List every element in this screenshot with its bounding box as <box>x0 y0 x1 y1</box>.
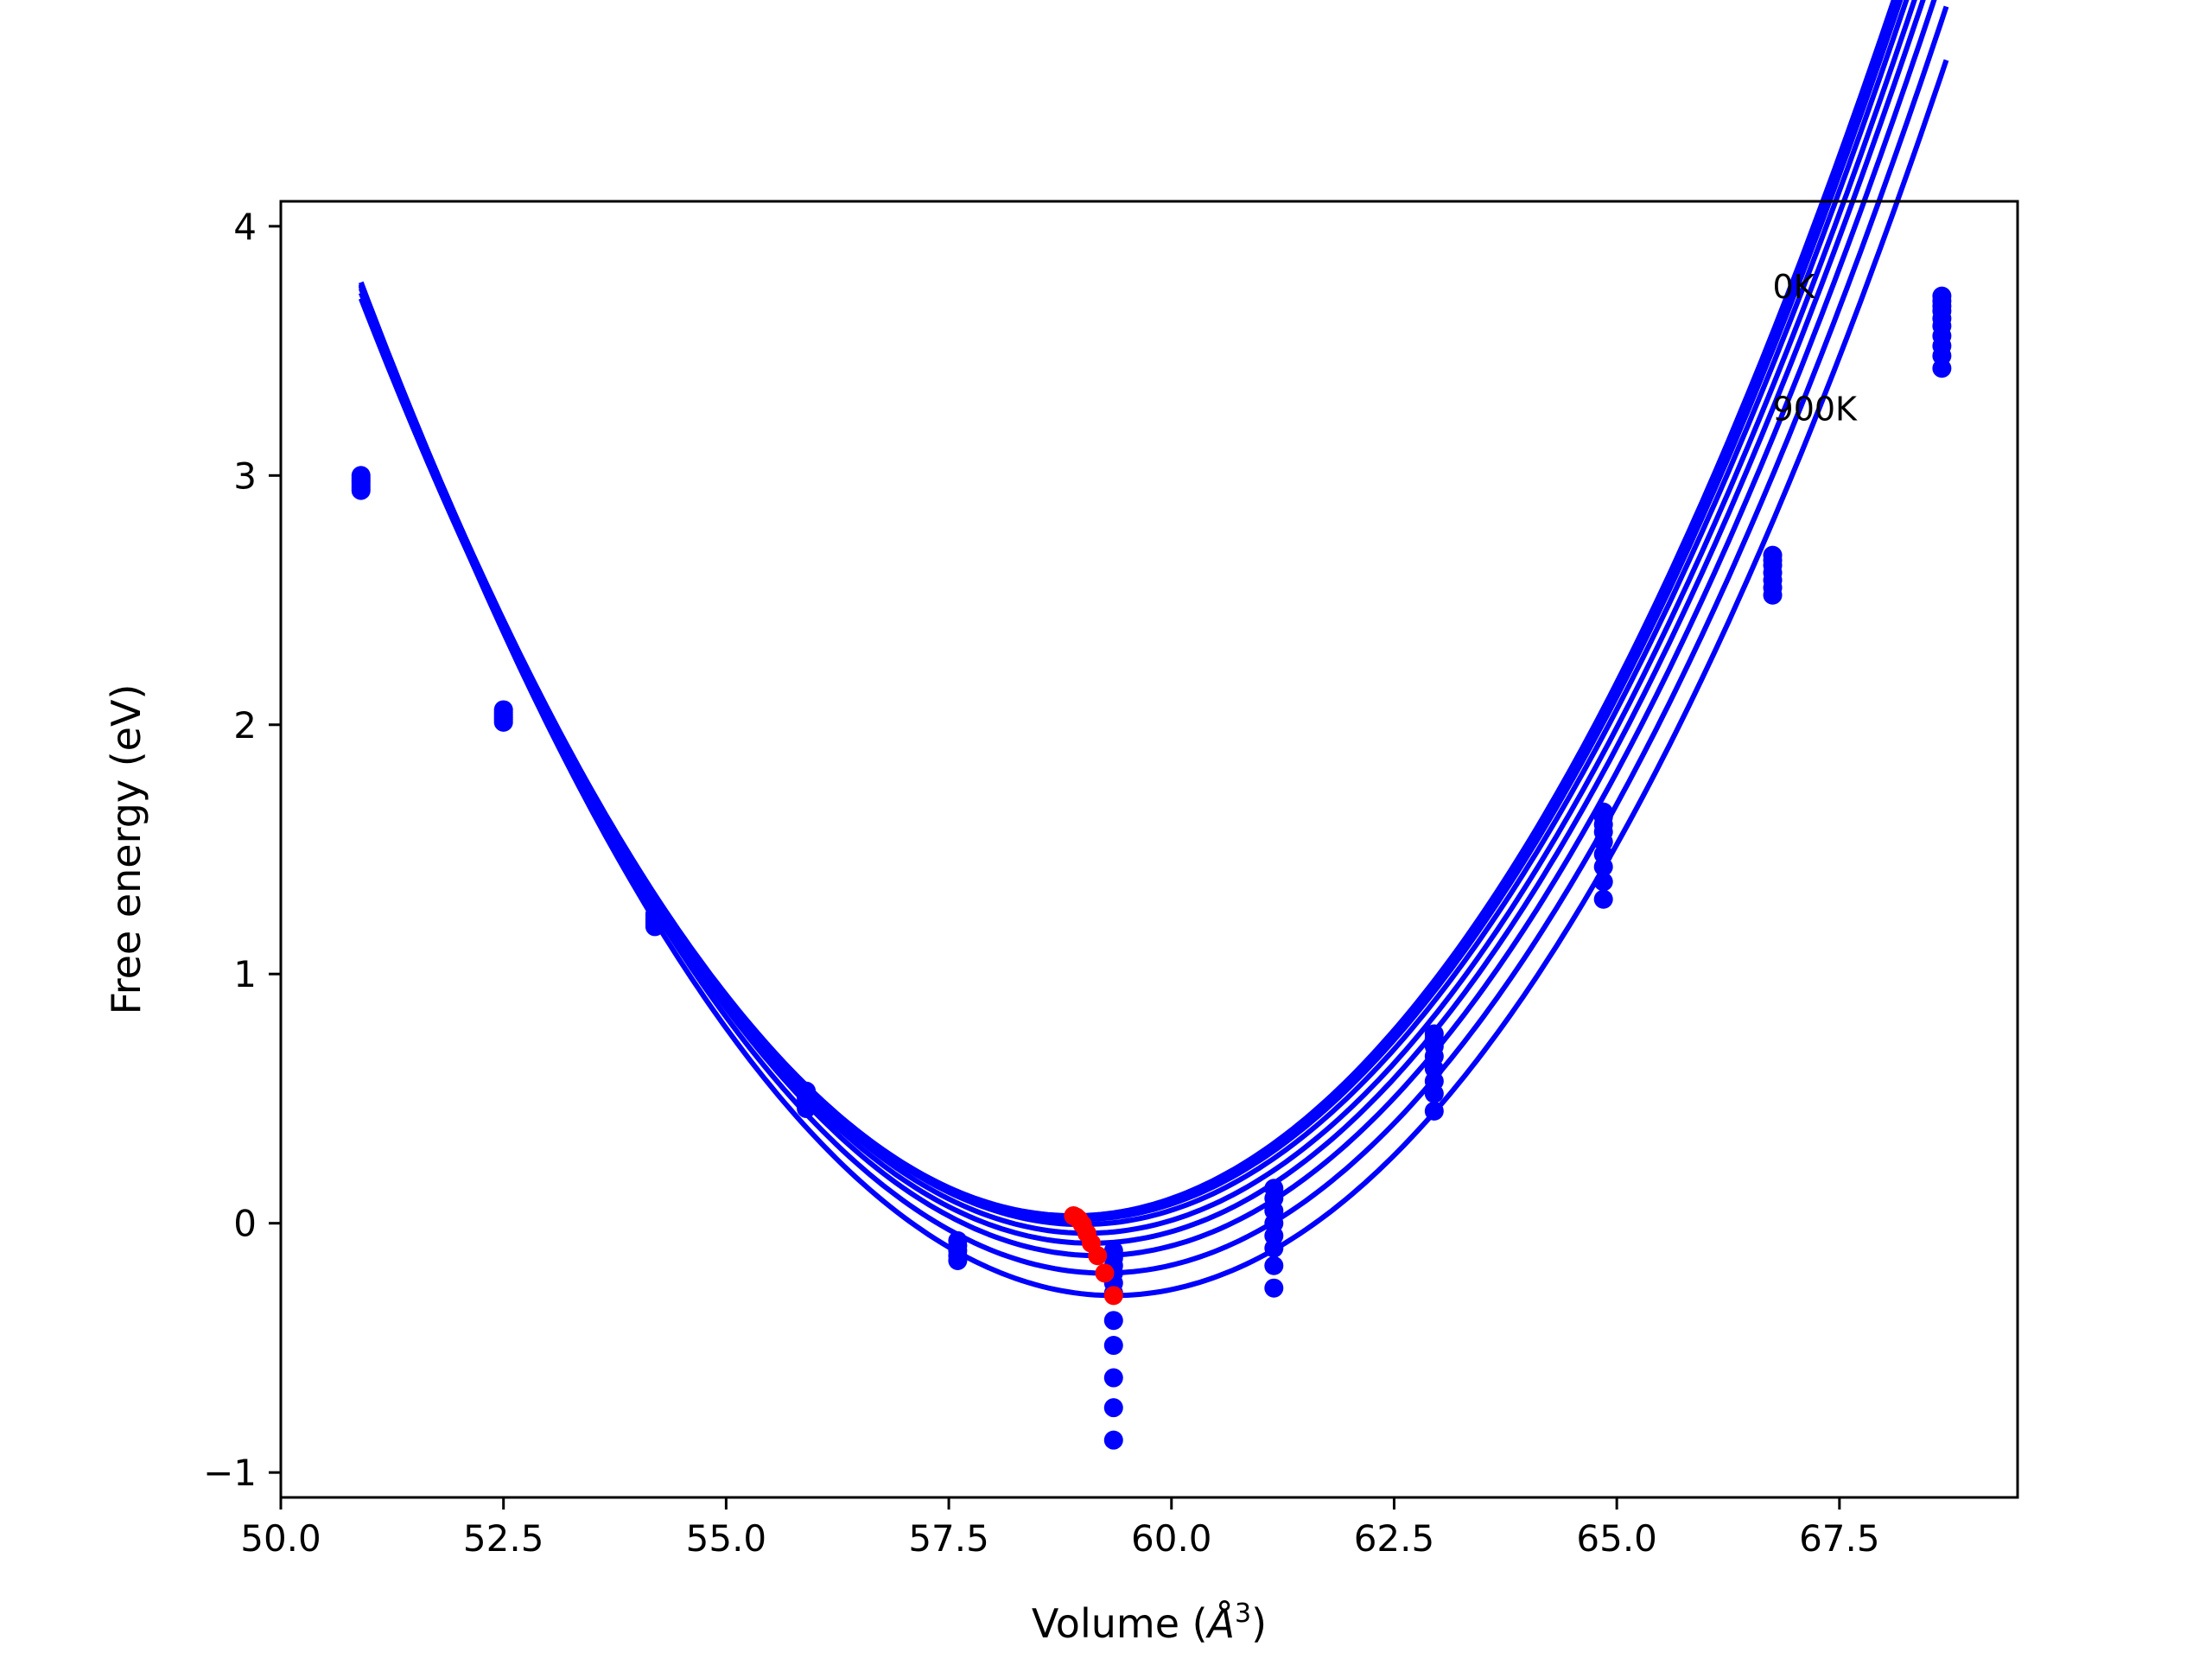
fit-curves <box>358 0 1949 1299</box>
fit-curve-3 <box>358 0 1910 1228</box>
x-tick-label: 67.5 <box>1799 1517 1880 1560</box>
y-tick-label: −1 <box>203 1452 257 1494</box>
x-axis-label-exponent: 3 <box>1235 1599 1251 1629</box>
x-tick-label: 60.0 <box>1131 1517 1212 1560</box>
data-point <box>1264 1238 1284 1258</box>
x-axis-label-close: ) <box>1251 1600 1267 1647</box>
data-point <box>1763 585 1783 605</box>
data-point <box>1424 1084 1444 1103</box>
fit-curve-6 <box>358 0 1937 1259</box>
data-point <box>493 712 513 732</box>
x-axis-label-unit: Å <box>1205 1600 1235 1647</box>
x-tick-label: 52.5 <box>463 1517 544 1560</box>
fit-curve-7 <box>358 5 1949 1276</box>
y-axis-ticks: −1 0 1 2 3 4 <box>203 206 281 1494</box>
y-axis-label: Free energy (eV) <box>103 684 149 1015</box>
fit-curve-8 <box>358 59 1949 1299</box>
annotation-label: 0K <box>1773 268 1816 306</box>
data-point <box>1103 1430 1123 1450</box>
data-point <box>1103 1311 1123 1331</box>
plot-frame <box>279 200 2019 1499</box>
data-point <box>1103 1398 1123 1418</box>
data-point <box>1593 889 1613 909</box>
data-point <box>1103 1336 1123 1356</box>
x-tick-label: 62.5 <box>1354 1517 1435 1560</box>
y-tick-label: 1 <box>233 953 257 995</box>
data-point <box>645 917 664 937</box>
data-point <box>1593 857 1613 877</box>
x-tick-label: 65.0 <box>1576 1517 1657 1560</box>
data-point <box>1103 1368 1123 1388</box>
x-axis-label-text: Volume ( <box>1032 1600 1208 1647</box>
annotations: 0K 900K <box>1773 268 1859 428</box>
data-point <box>797 1099 817 1118</box>
minimum-point <box>1095 1263 1115 1283</box>
data-point <box>1932 359 1952 378</box>
data-point <box>1424 1101 1444 1121</box>
x-tick-label: 50.0 <box>240 1517 321 1560</box>
data-point <box>948 1250 968 1270</box>
y-tick-label: 4 <box>233 206 257 248</box>
y-tick-label: 0 <box>233 1203 257 1245</box>
data-point <box>1264 1278 1284 1298</box>
x-tick-label: 57.5 <box>908 1517 989 1560</box>
fit-curve-1 <box>359 0 1900 1220</box>
data-point <box>1593 872 1613 892</box>
y-tick-label: 3 <box>233 454 257 497</box>
minimum-point <box>1103 1286 1123 1306</box>
minimum-point <box>1088 1246 1108 1266</box>
data-point <box>351 480 371 500</box>
minimum-points <box>1064 1206 1123 1306</box>
x-tick-label: 55.0 <box>686 1517 767 1560</box>
data-point <box>1264 1255 1284 1275</box>
fit-curve-2 <box>358 0 1904 1223</box>
x-axis-label: Volume (Å3) <box>1032 1599 1267 1647</box>
fit-curve-0 <box>359 0 1897 1218</box>
y-tick-label: 2 <box>233 704 257 747</box>
x-axis-ticks: 50.0 52.5 55.0 57.5 60.0 62.5 65.0 67.5 <box>240 1497 1880 1560</box>
annotation-label: 900K <box>1773 390 1859 428</box>
data-points <box>351 286 1952 1450</box>
